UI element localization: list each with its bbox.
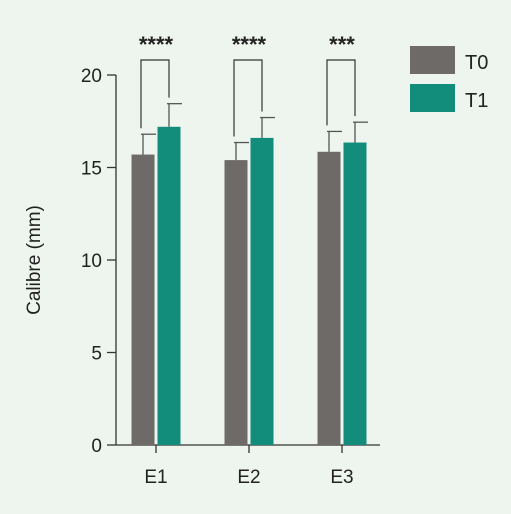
x-tick-label: E3	[330, 467, 353, 488]
bar-t0-e2	[224, 160, 248, 445]
y-tick-label: 20	[81, 66, 102, 87]
legend-swatch-t0	[410, 46, 455, 74]
y-tick-label: 0	[91, 436, 102, 457]
legend-label-t0: T0	[465, 52, 488, 74]
significance-label-e1: ****	[139, 32, 174, 57]
y-axis-label: Calibre (mm)	[24, 205, 45, 315]
x-tick-label: E1	[144, 467, 167, 488]
bar-t0-e3	[317, 151, 341, 445]
x-tick-label: E2	[237, 467, 260, 488]
legend-label-t1: T1	[465, 90, 488, 112]
significance-bracket-e1	[140, 59, 170, 129]
legend-swatch-t1	[410, 84, 455, 112]
bar-t1-e2	[250, 137, 274, 445]
significance-bracket-e3	[326, 59, 356, 126]
bar-t1-e1	[157, 126, 181, 446]
significance-label-e3: ***	[329, 32, 355, 57]
bar-t1-e3	[343, 142, 367, 445]
y-tick-label: 15	[81, 159, 102, 180]
significance-label-e2: ****	[232, 32, 267, 57]
y-tick-label: 5	[91, 344, 102, 365]
bar-t0-e1	[131, 154, 155, 446]
y-tick-label: 10	[81, 251, 102, 272]
significance-bracket-e2	[233, 59, 263, 137]
